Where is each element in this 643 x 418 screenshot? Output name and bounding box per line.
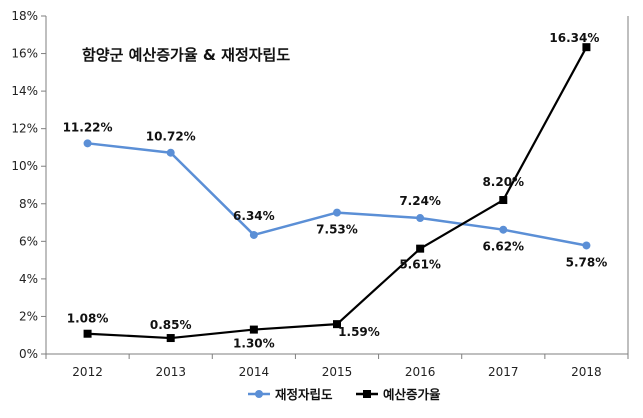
legend-label: 예산증가율 bbox=[383, 387, 441, 402]
y-tick-label: 12% bbox=[11, 122, 38, 136]
data-label: 7.24% bbox=[399, 194, 441, 208]
y-tick-label: 16% bbox=[11, 47, 38, 61]
data-label: 1.59% bbox=[338, 325, 380, 339]
data-point bbox=[83, 139, 92, 148]
data-point bbox=[249, 325, 258, 334]
legend-marker bbox=[255, 390, 263, 398]
data-point bbox=[249, 230, 258, 239]
data-point bbox=[166, 148, 175, 157]
data-point bbox=[582, 43, 591, 52]
x-tick-label: 2012 bbox=[72, 365, 103, 379]
y-tick-label: 0% bbox=[19, 347, 38, 361]
data-label: 10.72% bbox=[146, 130, 196, 144]
x-tick-label: 2017 bbox=[488, 365, 519, 379]
data-label: 7.53% bbox=[316, 223, 358, 237]
data-point bbox=[582, 241, 591, 250]
data-point bbox=[333, 208, 341, 217]
y-tick-label: 18% bbox=[11, 9, 38, 23]
data-label: 11.22% bbox=[63, 120, 113, 134]
y-tick-label: 4% bbox=[19, 272, 38, 286]
data-label: 16.34% bbox=[549, 31, 599, 45]
data-label: 5.78% bbox=[566, 255, 608, 269]
data-point bbox=[166, 334, 175, 343]
data-label: 5.61% bbox=[399, 258, 441, 272]
data-point bbox=[333, 320, 341, 329]
data-label: 0.85% bbox=[150, 318, 192, 332]
data-point bbox=[499, 196, 508, 205]
legend-label: 재정자립도 bbox=[275, 387, 333, 402]
data-label: 6.34% bbox=[233, 209, 275, 223]
x-tick-label: 2015 bbox=[322, 365, 353, 379]
legend-marker bbox=[363, 390, 371, 398]
data-label: 8.20% bbox=[482, 175, 524, 189]
y-tick-label: 2% bbox=[19, 309, 38, 323]
data-label: 1.08% bbox=[67, 312, 109, 326]
chart-title: 함양군 예산증가율 & 재정자립도 bbox=[82, 46, 290, 64]
data-point bbox=[416, 244, 425, 253]
y-tick-label: 10% bbox=[11, 159, 38, 173]
x-tick-label: 2016 bbox=[405, 365, 436, 379]
data-point bbox=[416, 214, 425, 223]
x-tick-label: 2018 bbox=[571, 365, 602, 379]
data-point bbox=[499, 225, 508, 234]
y-tick-label: 8% bbox=[19, 197, 38, 211]
data-label: 1.30% bbox=[233, 337, 275, 351]
data-label: 6.62% bbox=[482, 240, 524, 254]
x-tick-label: 2013 bbox=[155, 365, 186, 379]
y-tick-label: 14% bbox=[11, 84, 38, 98]
data-point bbox=[83, 329, 92, 338]
x-tick-label: 2014 bbox=[239, 365, 270, 379]
y-tick-label: 6% bbox=[19, 234, 38, 248]
